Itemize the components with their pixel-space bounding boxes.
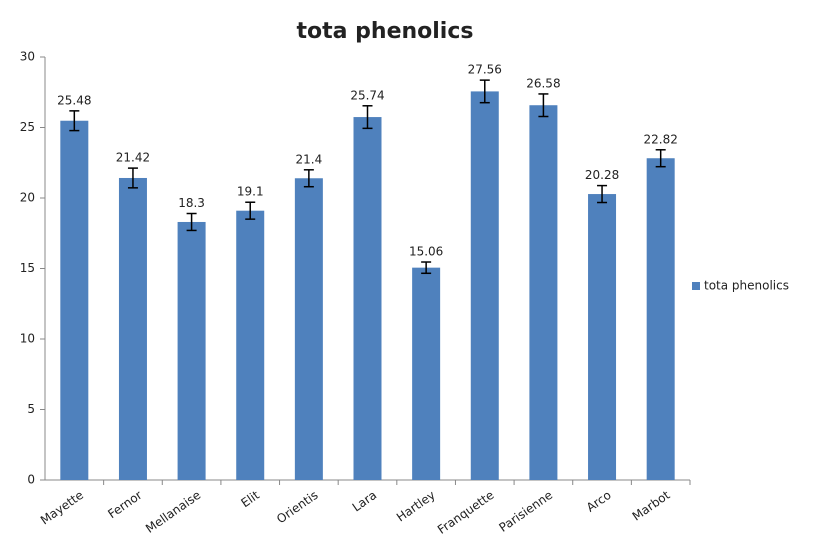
y-tick-label: 20	[20, 191, 35, 205]
bar	[118, 177, 147, 480]
x-tick-label: Marbot	[630, 488, 673, 524]
x-tick-label: Franquette	[435, 488, 497, 537]
data-label: 25.74	[350, 88, 384, 102]
bar	[588, 194, 617, 480]
y-tick-label: 15	[20, 261, 35, 275]
y-tick-label: 25	[20, 120, 35, 134]
bar	[646, 158, 675, 480]
legend-label: tota phenolics	[704, 279, 789, 293]
x-tick-label: Lara	[350, 488, 380, 515]
x-tick-label: Orientis	[274, 488, 321, 526]
y-tick-label: 10	[20, 332, 35, 346]
data-label: 18.3	[178, 196, 205, 210]
data-label: 21.4	[296, 152, 323, 166]
bar	[177, 221, 206, 480]
x-tick-label: Fernor	[105, 488, 144, 521]
bar	[529, 105, 558, 481]
x-tick-label: Arco	[584, 488, 614, 515]
data-label: 27.56	[468, 63, 502, 77]
x-tick-label: Mellanaise	[143, 488, 203, 536]
data-label: 25.48	[57, 93, 91, 107]
x-tick-label: Mayette	[38, 488, 86, 528]
x-tick-label: Parisienne	[496, 488, 555, 535]
bar	[353, 117, 382, 480]
data-label: 22.82	[644, 132, 678, 146]
bar	[60, 120, 89, 481]
y-tick-label: 30	[20, 50, 35, 64]
x-tick-label: Elit	[238, 488, 262, 511]
chart-title: tota phenolics	[297, 19, 474, 44]
legend-swatch	[692, 282, 700, 290]
bar	[294, 178, 323, 480]
data-label: 15.06	[409, 245, 443, 259]
bar	[236, 210, 265, 480]
y-tick-label: 5	[27, 402, 35, 416]
data-label: 26.58	[526, 76, 560, 90]
bar	[470, 91, 499, 481]
y-tick-label: 0	[27, 473, 35, 487]
bar	[412, 267, 441, 480]
x-tick-label: Hartley	[394, 488, 438, 525]
data-label: 21.42	[116, 151, 150, 165]
data-label: 19.1	[237, 185, 264, 199]
data-label: 20.28	[585, 168, 619, 182]
